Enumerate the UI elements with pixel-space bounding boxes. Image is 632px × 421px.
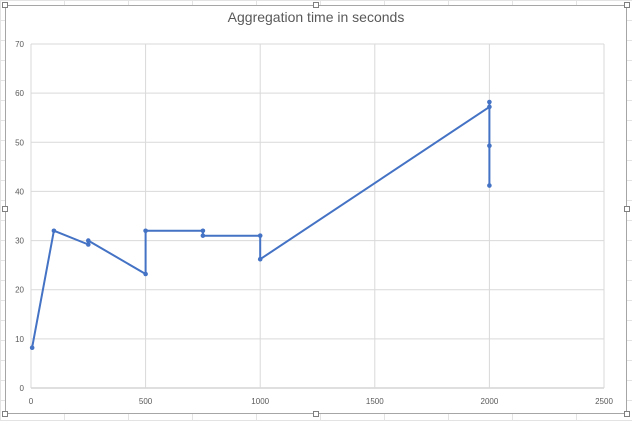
y-tick-label: 30 (15, 237, 24, 246)
chart-area[interactable] (5, 5, 627, 414)
data-point[interactable] (29, 345, 35, 351)
data-point[interactable] (487, 143, 492, 149)
data-point[interactable] (487, 104, 492, 110)
data-point[interactable] (86, 238, 91, 243)
data-point[interactable] (200, 228, 206, 234)
x-tick-label: 1000 (251, 397, 269, 406)
y-tick-label: 50 (15, 138, 24, 147)
data-point[interactable] (487, 99, 492, 105)
chart-title: Aggregation time in seconds (227, 9, 405, 25)
resize-handle-middle-right[interactable] (624, 206, 630, 212)
y-tick-label: 60 (15, 89, 24, 98)
data-point[interactable] (51, 228, 57, 234)
x-tick-label: 0 (29, 397, 34, 406)
y-tick-label: 70 (15, 40, 24, 49)
data-point[interactable] (143, 228, 148, 234)
y-tick-label: 10 (15, 335, 24, 344)
resize-handle-top-center[interactable] (313, 2, 319, 8)
x-tick-label: 500 (139, 397, 153, 406)
resize-handle-bottom-left[interactable] (2, 411, 8, 417)
x-tick-label: 1500 (366, 397, 384, 406)
y-tick-label: 20 (15, 286, 24, 295)
data-point[interactable] (86, 242, 91, 247)
x-tick-label: 2500 (595, 397, 613, 406)
resize-handle-top-left[interactable] (2, 2, 8, 8)
x-tick-label: 2000 (481, 397, 499, 406)
resize-handle-middle-left[interactable] (2, 206, 8, 212)
resize-handle-bottom-center[interactable] (313, 411, 319, 417)
resize-handle-bottom-right[interactable] (624, 411, 630, 417)
data-point[interactable] (257, 233, 263, 238)
data-point[interactable] (143, 271, 148, 277)
y-tick-label: 40 (15, 187, 24, 196)
y-tick-label: 0 (20, 384, 25, 393)
series-line[interactable] (31, 101, 491, 348)
data-point[interactable] (200, 233, 206, 238)
resize-handle-top-right[interactable] (624, 2, 630, 8)
data-point[interactable] (487, 183, 492, 188)
data-point[interactable] (257, 256, 263, 262)
